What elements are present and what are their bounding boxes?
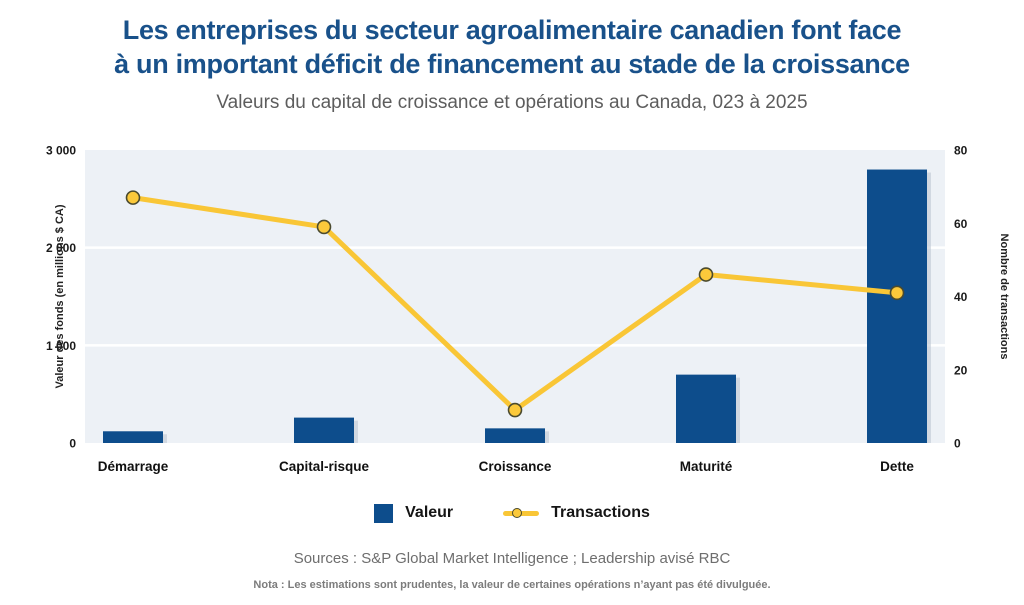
left-axis-tick: 0 bbox=[69, 437, 76, 451]
chart-subtitle: Valeurs du capital de croissance et opér… bbox=[216, 92, 808, 113]
right-axis-tick: 40 bbox=[954, 290, 968, 304]
legend-item-transactions: Transactions bbox=[503, 504, 650, 522]
value-bar bbox=[867, 169, 927, 444]
left-axis-tick: 3 000 bbox=[46, 144, 76, 158]
x-axis-label: Maturité bbox=[680, 459, 733, 474]
right-axis-tick: 80 bbox=[954, 144, 968, 158]
left-axis-title: Valeur des fonds (en millions $ CA) bbox=[54, 204, 66, 388]
chart-title-line1: Les entreprises du secteur agroalimentai… bbox=[122, 15, 902, 45]
x-axis-label: Capital-risque bbox=[279, 459, 370, 474]
transactions-point bbox=[698, 267, 714, 282]
x-axis-label: Démarrage bbox=[98, 459, 169, 474]
right-axis-tick: 0 bbox=[954, 437, 961, 451]
valeur-swatch-icon bbox=[374, 503, 394, 523]
chart-title: Les entreprises du secteur agroalimentai… bbox=[0, 13, 1024, 81]
transactions-point bbox=[125, 190, 141, 205]
transactions-marker-icon bbox=[512, 508, 523, 518]
x-axis-label: Dette bbox=[880, 459, 914, 474]
transactions-point bbox=[316, 219, 332, 235]
left-axis-tick: 2 000 bbox=[46, 241, 76, 255]
transactions-point bbox=[889, 285, 905, 301]
right-axis-title: Nombre de transactions bbox=[998, 234, 1010, 360]
plot-background bbox=[85, 150, 945, 443]
transactions-point bbox=[507, 402, 523, 418]
legend-label-valeur: Valeur bbox=[405, 504, 454, 521]
legend-item-valeur: Valeur bbox=[374, 503, 454, 523]
sources-text: Sources : S&P Global Market Intelligence… bbox=[293, 550, 731, 567]
value-bar bbox=[103, 431, 163, 443]
value-bar bbox=[676, 374, 736, 443]
legend-label-transactions: Transactions bbox=[551, 504, 650, 521]
transactions-swatch-icon bbox=[503, 508, 540, 518]
right-axis-tick: 60 bbox=[954, 217, 968, 231]
value-bar bbox=[294, 417, 354, 443]
chart-legend: Valeur Transactions bbox=[0, 499, 1024, 527]
chart-title-line2: à un important déficit de financement au… bbox=[114, 49, 910, 80]
left-axis-tick: 1 000 bbox=[46, 339, 76, 353]
x-axis-label: Croissance bbox=[479, 459, 552, 474]
nota-text: Nota : Les estimations sont prudentes, l… bbox=[253, 579, 771, 591]
right-axis-tick: 20 bbox=[954, 363, 968, 377]
value-bar bbox=[485, 428, 545, 443]
